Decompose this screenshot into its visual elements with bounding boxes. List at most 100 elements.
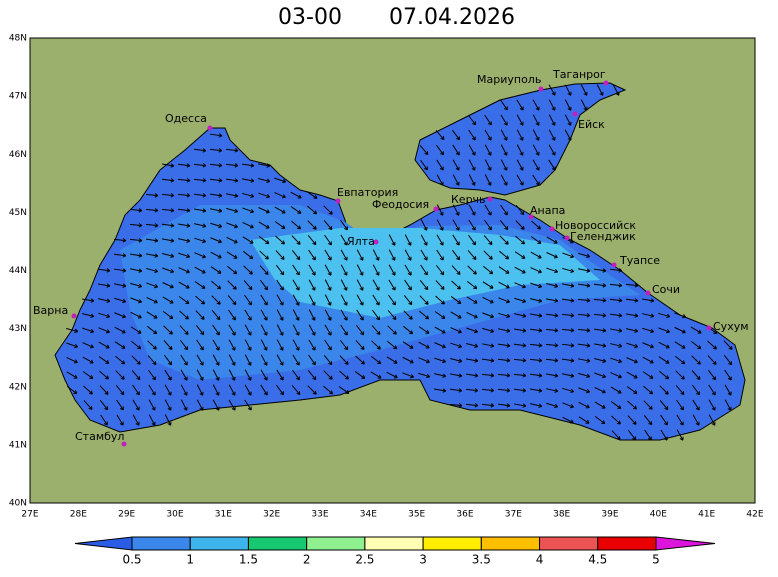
arrow	[116, 414, 124, 426]
arrow	[530, 313, 543, 318]
arrow	[100, 414, 108, 426]
arrow	[642, 313, 655, 318]
colorbar-label: 5	[652, 553, 660, 567]
arrow	[724, 399, 732, 411]
arrow	[674, 312, 687, 319]
colorbar-label: 2.5	[355, 553, 374, 567]
arrow	[532, 99, 540, 111]
arrow	[98, 312, 111, 319]
arrow	[225, 178, 239, 183]
arrow	[402, 356, 414, 364]
arrow	[578, 372, 591, 379]
arrow	[676, 414, 684, 426]
arrow	[308, 249, 316, 261]
lat-label: 47N	[9, 92, 27, 102]
arrow	[259, 250, 269, 260]
arrow	[500, 129, 508, 141]
city-dot	[207, 125, 213, 131]
arrow	[115, 355, 126, 365]
city-label: Новороссийск	[555, 219, 636, 232]
arrow	[403, 310, 413, 320]
arrow	[147, 355, 157, 366]
arrow	[516, 174, 524, 186]
arrow	[99, 370, 110, 380]
arrow	[132, 414, 140, 426]
arrow	[98, 327, 110, 334]
arrow	[500, 159, 508, 171]
arrow	[130, 311, 142, 319]
arrow	[499, 220, 509, 231]
arrow	[244, 339, 252, 351]
arrow	[241, 163, 255, 168]
arrow	[82, 342, 94, 349]
lon-label: 34E	[360, 510, 377, 520]
arrow	[626, 328, 639, 333]
lat-label: 41N	[9, 440, 27, 450]
arrow	[210, 266, 222, 274]
arrow	[356, 279, 364, 291]
arrow	[641, 298, 655, 303]
arrow	[436, 219, 444, 231]
arrow	[161, 208, 175, 213]
arrow	[500, 144, 508, 156]
arrow	[482, 327, 495, 334]
arrow	[276, 354, 284, 366]
lat-label: 45N	[9, 208, 27, 218]
arrow	[482, 296, 494, 304]
arrow	[497, 388, 511, 393]
arrow	[66, 342, 79, 349]
arrow	[580, 84, 588, 96]
arrow	[162, 311, 174, 320]
arrow	[196, 354, 204, 366]
arrow	[499, 250, 510, 260]
arrow	[625, 283, 639, 288]
city-label: Мариуполь	[477, 73, 541, 86]
arrow	[436, 159, 444, 171]
arrow	[500, 174, 508, 186]
arrow	[372, 249, 380, 261]
arrow	[674, 341, 686, 349]
arrow	[82, 313, 95, 318]
arrow	[131, 355, 141, 365]
arrow	[83, 385, 93, 395]
arrow	[228, 369, 236, 381]
arrow	[162, 253, 175, 258]
arrow	[292, 279, 300, 291]
arrow	[564, 114, 572, 126]
arrow	[99, 399, 109, 411]
arrow	[114, 341, 126, 349]
arrow	[209, 148, 223, 153]
arrow	[242, 207, 255, 214]
arrow	[275, 250, 285, 260]
arrow	[339, 370, 349, 380]
arrow	[452, 144, 460, 156]
arrow	[468, 144, 476, 156]
arrow	[435, 130, 445, 141]
arrow	[593, 268, 607, 273]
lon-label: 37E	[505, 510, 522, 520]
arrow	[324, 294, 332, 306]
city-label: Геленджик	[570, 230, 636, 243]
arrow	[162, 267, 175, 274]
arrow	[609, 283, 623, 288]
arrow	[244, 294, 253, 306]
arrow	[324, 249, 332, 261]
arrow	[548, 159, 556, 171]
arrow	[258, 192, 271, 199]
arrow	[451, 129, 461, 141]
arrow	[514, 313, 527, 318]
arrow	[355, 324, 365, 336]
arrow	[452, 204, 460, 216]
colorbar-high	[655, 536, 716, 551]
arrow	[244, 399, 252, 411]
arrow	[578, 252, 591, 259]
arrow	[497, 343, 511, 348]
arrow	[196, 339, 204, 351]
arrow	[228, 399, 236, 411]
lat-label: 46N	[9, 150, 27, 160]
arrow	[515, 235, 526, 245]
arrow	[643, 385, 654, 395]
arrow	[178, 296, 190, 305]
